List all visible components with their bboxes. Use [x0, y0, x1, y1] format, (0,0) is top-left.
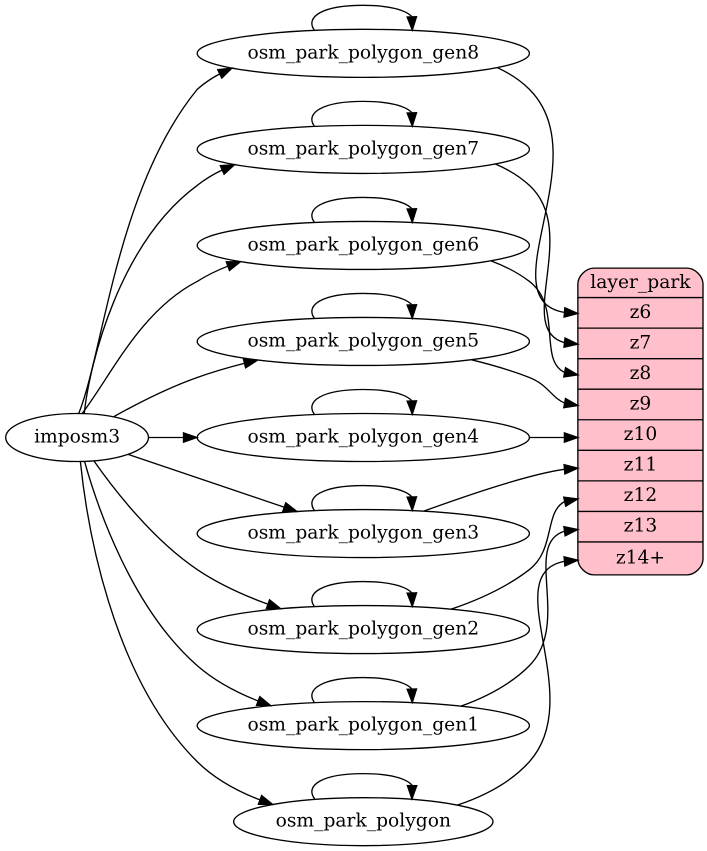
- svg-text:z8: z8: [630, 363, 652, 384]
- svg-text:imposm3: imposm3: [34, 427, 120, 448]
- svg-text:z12: z12: [624, 485, 658, 506]
- svg-text:osm_park_polygon: osm_park_polygon: [276, 811, 451, 832]
- svg-text:z9: z9: [630, 393, 652, 414]
- svg-text:osm_park_polygon_gen4: osm_park_polygon_gen4: [247, 427, 479, 448]
- svg-text:osm_park_polygon_gen2: osm_park_polygon_gen2: [247, 619, 479, 640]
- svg-text:z11: z11: [624, 455, 658, 476]
- svg-text:z10: z10: [624, 424, 658, 445]
- svg-text:z14+: z14+: [616, 547, 665, 568]
- svg-text:osm_park_polygon_gen7: osm_park_polygon_gen7: [247, 138, 479, 159]
- svg-text:z7: z7: [630, 332, 652, 353]
- svg-text:osm_park_polygon_gen8: osm_park_polygon_gen8: [247, 42, 479, 63]
- svg-text:osm_park_polygon_gen1: osm_park_polygon_gen1: [247, 715, 479, 736]
- svg-text:z13: z13: [624, 516, 658, 537]
- svg-text:z6: z6: [630, 302, 652, 323]
- svg-text:layer_park: layer_park: [590, 272, 691, 293]
- svg-text:osm_park_polygon_gen6: osm_park_polygon_gen6: [247, 234, 479, 255]
- svg-text:osm_park_polygon_gen3: osm_park_polygon_gen3: [247, 523, 479, 544]
- svg-text:osm_park_polygon_gen5: osm_park_polygon_gen5: [247, 330, 479, 351]
